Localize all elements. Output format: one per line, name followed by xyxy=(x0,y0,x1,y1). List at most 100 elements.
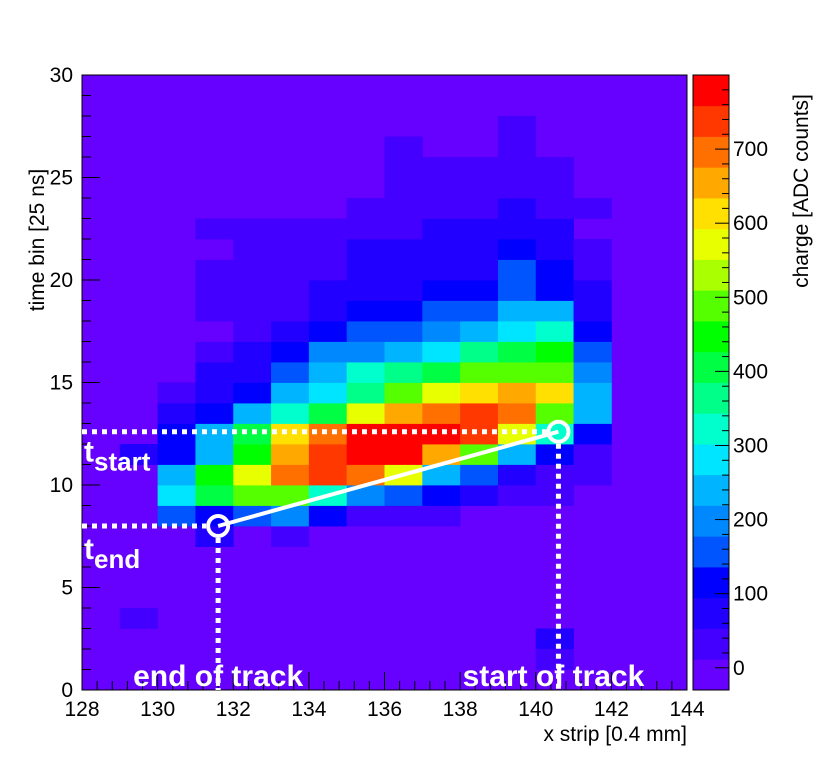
heatmap-cell xyxy=(460,300,499,322)
heatmap-cell xyxy=(384,382,423,404)
colorbar-frame xyxy=(692,74,730,691)
colorbar-band xyxy=(693,382,729,414)
colorbar-band xyxy=(693,75,729,107)
heatmap-cell xyxy=(346,382,385,404)
heatmap-cell xyxy=(384,341,423,363)
heatmap-cell xyxy=(535,321,574,342)
heatmap-cell xyxy=(497,239,537,260)
heatmap-cell xyxy=(535,403,574,424)
colorbar-tick-label: 200 xyxy=(733,509,768,532)
heatmap-cell xyxy=(346,300,385,322)
heatmap-cell xyxy=(195,382,234,404)
y-tick-label: 30 xyxy=(50,64,73,87)
heatmap-cell xyxy=(308,218,348,240)
heatmap-cell xyxy=(384,280,423,301)
heatmap-cell xyxy=(308,423,348,445)
heatmap-cell xyxy=(233,239,272,260)
heatmap-cell xyxy=(422,382,461,404)
heatmap-cell xyxy=(422,218,461,240)
heatmap-cell xyxy=(497,259,537,281)
heatmap-cell xyxy=(535,218,574,240)
heatmap-cell xyxy=(497,321,537,342)
x-tick-label: 130 xyxy=(140,698,175,721)
heatmap-cell xyxy=(460,341,499,363)
heatmap-cell xyxy=(573,239,612,260)
heatmap-cell xyxy=(422,464,461,486)
heatmap-cell xyxy=(308,259,348,281)
heatmap-cell xyxy=(346,259,385,281)
heatmap-cell xyxy=(497,116,537,137)
heatmap-cell xyxy=(497,157,537,178)
colorbar-band xyxy=(693,659,729,691)
heatmap-cell xyxy=(233,321,272,342)
heatmap-cell xyxy=(195,464,234,486)
heatmap-cell xyxy=(346,321,385,342)
x-tick-label: 128 xyxy=(64,698,99,721)
heatmap-cell xyxy=(384,403,423,424)
x-tick-label: 134 xyxy=(291,698,326,721)
heatmap-cell xyxy=(271,300,310,322)
heatmap-cell xyxy=(308,444,348,465)
heatmap-cell xyxy=(308,382,348,404)
colorbar-label: charge [ADC counts] xyxy=(790,94,813,288)
heatmap-cell xyxy=(497,198,537,219)
heatmap-cell xyxy=(460,198,499,219)
heatmap-cell xyxy=(535,198,574,219)
heatmap-cell xyxy=(384,485,423,506)
heatmap-cell xyxy=(573,444,612,465)
heatmap-cell xyxy=(384,505,423,527)
heatmap-cell xyxy=(346,341,385,363)
heatmap-cell xyxy=(308,403,348,424)
heatmap-cell xyxy=(346,485,385,506)
heatmap-cell xyxy=(573,464,612,486)
heatmap-cell xyxy=(573,198,612,219)
heatmap-cell xyxy=(535,485,574,506)
heatmap-cell xyxy=(308,300,348,322)
heatmap-cell xyxy=(233,280,272,301)
heatmap-cell xyxy=(308,362,348,383)
heatmap-cell xyxy=(535,628,574,650)
heatmap-cell xyxy=(271,485,310,506)
colorbar-band xyxy=(693,628,729,660)
heatmap-cell xyxy=(195,362,234,383)
heatmap-cell xyxy=(157,505,196,527)
t-end-label: tend xyxy=(84,533,140,574)
heatmap-cell xyxy=(384,239,423,260)
track-line xyxy=(217,429,559,528)
heatmap-cell xyxy=(573,423,612,445)
heatmap-cell xyxy=(195,321,234,342)
heatmap-cell xyxy=(497,444,537,465)
colorbar-band xyxy=(693,567,729,599)
heatmap-cell xyxy=(497,136,537,158)
heatmap-cell xyxy=(460,239,499,260)
heatmap-cell xyxy=(308,464,348,486)
heatmap-cell xyxy=(119,444,159,465)
heatmap-cell xyxy=(460,362,499,383)
heatmap-cell xyxy=(460,382,499,404)
heatmap-cell xyxy=(233,362,272,383)
colorbar-tick-label: 600 xyxy=(733,212,768,235)
heatmap-cell xyxy=(497,341,537,363)
heatmap-cell xyxy=(384,136,423,158)
y-tick-label: 25 xyxy=(50,167,73,190)
heatmap-cell xyxy=(535,444,574,465)
heatmap-cell xyxy=(460,157,499,178)
heatmap-cell xyxy=(497,382,537,404)
colorbar-band xyxy=(693,444,729,476)
end-of-track-label: end of track xyxy=(133,660,303,693)
heatmap-cell xyxy=(157,444,196,465)
heatmap-cell xyxy=(157,485,196,506)
colorbar: 0 100 200 300 400 500 600 700 xyxy=(692,74,768,691)
heatmap-cell xyxy=(346,505,385,527)
heatmap-cell xyxy=(233,485,272,506)
heatmap-cell xyxy=(384,321,423,342)
start-of-track-label: start of track xyxy=(463,660,645,693)
heatmap-cell xyxy=(422,423,461,445)
colorbar-tick-label: 500 xyxy=(733,286,768,309)
heatmap-cell xyxy=(346,403,385,424)
heatmap-cell xyxy=(346,239,385,260)
heatmap-cell xyxy=(497,177,537,199)
heatmap-cell xyxy=(460,464,499,486)
heatmap-cell xyxy=(195,239,234,260)
heatmap-cell xyxy=(233,259,272,281)
